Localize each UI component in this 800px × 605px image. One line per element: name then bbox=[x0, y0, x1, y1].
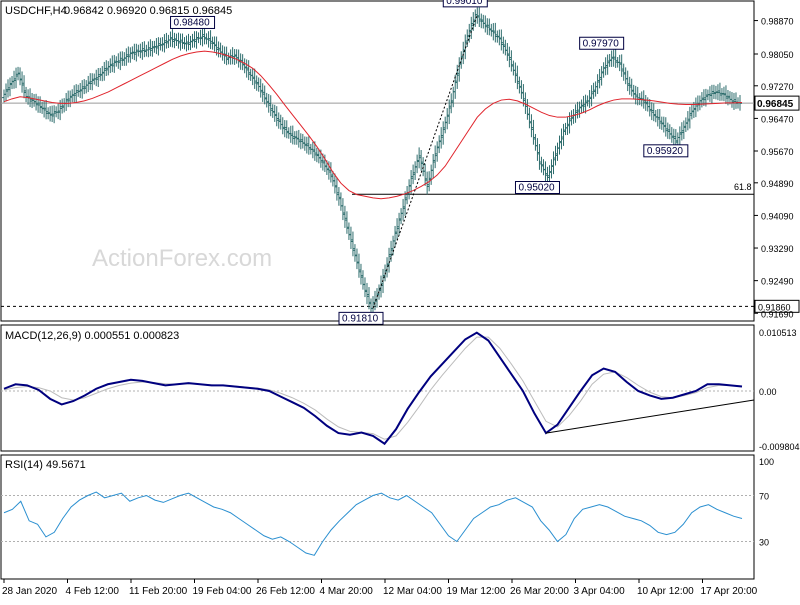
price-tick-label: 0.96470 bbox=[761, 114, 794, 124]
price-annotation-box bbox=[514, 181, 560, 195]
macd-tick-label: 0.00 bbox=[759, 387, 777, 397]
price-annotation-label: 0.99010 bbox=[446, 0, 483, 7]
price-tick-label: 0.94890 bbox=[761, 179, 794, 189]
macd-main-line bbox=[3, 331, 743, 446]
ohlc-readout: 0.96842 0.96920 0.96815 0.96845 bbox=[64, 5, 232, 17]
price-tick-label: 0.92490 bbox=[761, 277, 794, 287]
macd-title: MACD(12,26,9) 0.000551 0.000823 bbox=[5, 330, 179, 342]
price-annotation-box bbox=[338, 311, 384, 325]
price-annotation-label: 0.95020 bbox=[518, 183, 555, 194]
time-tick-label: 17 Apr 20:00 bbox=[701, 586, 758, 597]
price-annotation-label: 0.98480 bbox=[174, 17, 211, 28]
time-tick-label: 10 Apr 12:00 bbox=[637, 586, 694, 597]
price-yaxis: 0.98870 0.98050 0.97270 0.96470 0.95670 0.948… bbox=[754, 17, 800, 319]
time-tick-label: 4 Mar 20:00 bbox=[320, 586, 374, 597]
watermark-text: ActionForex.com bbox=[92, 245, 272, 272]
macd-tick-label: 0.010513 bbox=[759, 328, 797, 338]
time-tick-label: 4 Feb 12:00 bbox=[66, 586, 120, 597]
price-annotations: 0.98480 0.99010 0.97970 0.95920 0.95020 0.918… bbox=[170, 0, 689, 325]
price-tick-label: 0.97270 bbox=[761, 82, 794, 92]
macd-tick-label: -0.009804 bbox=[759, 442, 800, 452]
macd-pane: MACD(12,26,9) 0.000551 0.000823 0.010513… bbox=[0, 324, 800, 452]
time-tick-label: 11 Feb 20:00 bbox=[129, 586, 188, 597]
price-tick-label: 0.91690 bbox=[761, 309, 794, 319]
symbol-label: USDCHF,H4 bbox=[5, 5, 67, 17]
time-tick-label: 12 Mar 04:00 bbox=[383, 586, 442, 597]
price-annotation-box bbox=[170, 15, 216, 29]
macd-pane-frame bbox=[0, 324, 755, 452]
rsi-pane: RSI(14) 49.5671 100 70 30 bbox=[0, 454, 774, 580]
price-tick-label: 0.95670 bbox=[761, 147, 794, 157]
current-price-tag bbox=[754, 95, 800, 111]
rsi-tick-label: 70 bbox=[759, 492, 769, 502]
rsi-title: RSI(14) 49.5671 bbox=[5, 459, 86, 471]
price-tick-label: 0.98870 bbox=[761, 17, 794, 27]
support-level-tag bbox=[754, 299, 800, 313]
time-tick-label: 26 Feb 12:00 bbox=[256, 586, 315, 597]
price-annotation-label: 0.95920 bbox=[647, 146, 684, 157]
macd-yaxis: 0.010513 0.00 -0.009804 bbox=[759, 328, 800, 452]
rsi-yaxis: 100 70 30 bbox=[759, 457, 774, 548]
time-axis: 28 Jan 2020 4 Feb 12:00 11 Feb 20:00 19 Feb… bbox=[2, 579, 758, 597]
price-pane: USDCHF,H4 0.96842 0.96920 0.96815 0.9684… bbox=[0, 0, 800, 325]
rsi-line bbox=[3, 491, 743, 556]
current-price-label: 0.96845 bbox=[757, 99, 794, 110]
rsi-pane-frame bbox=[0, 454, 755, 580]
time-tick-label: 19 Mar 12:00 bbox=[447, 586, 506, 597]
price-levels: 61.8 0.91860 bbox=[1, 102, 800, 313]
macd-trendline bbox=[545, 399, 755, 434]
price-pane-frame bbox=[0, 0, 755, 322]
price-annotation-box bbox=[643, 144, 689, 158]
rsi-tick-label: 30 bbox=[759, 538, 769, 548]
price-annotation-label: 0.97970 bbox=[583, 38, 620, 49]
time-tick-label: 3 Apr 04:00 bbox=[574, 586, 626, 597]
time-tick-label: 19 Feb 04:00 bbox=[193, 586, 252, 597]
moving-average bbox=[3, 50, 743, 200]
price-tick-label: 0.93290 bbox=[761, 244, 794, 254]
support-level-label: 0.91860 bbox=[758, 302, 791, 312]
price-annotation-label: 0.91810 bbox=[342, 313, 379, 324]
price-annotation-box bbox=[579, 36, 625, 50]
price-annotation-box bbox=[442, 0, 488, 8]
price-tick-label: 0.98050 bbox=[761, 50, 794, 60]
price-tick-label: 0.94090 bbox=[761, 211, 794, 221]
rsi-tick-label: 100 bbox=[759, 457, 774, 467]
fib-level-label: 61.8 bbox=[734, 182, 752, 192]
time-tick-label: 26 Mar 20:00 bbox=[510, 586, 569, 597]
sma-line bbox=[3, 50, 743, 200]
time-tick-label: 28 Jan 2020 bbox=[2, 586, 57, 597]
macd-lines bbox=[1, 331, 755, 446]
macd-signal-line bbox=[3, 336, 743, 440]
rsi-lines bbox=[1, 491, 754, 556]
